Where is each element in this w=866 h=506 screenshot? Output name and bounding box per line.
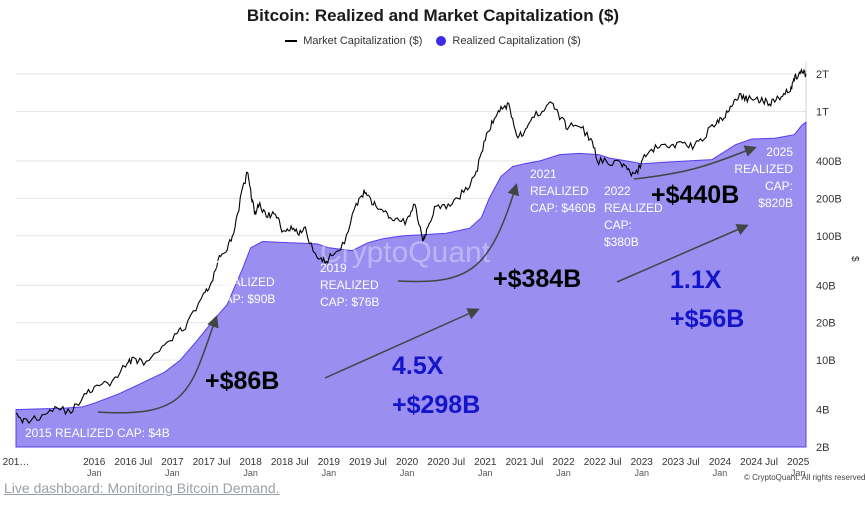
x-tick-label: 2022 Jul — [584, 457, 622, 468]
x-tick-label: 2017 Jul — [193, 457, 231, 468]
legend-item-realized-cap[interactable]: Realized Capitalization ($) — [436, 35, 581, 47]
legend-label-realized-cap: Realized Capitalization ($) — [452, 35, 581, 47]
y-tick-label: 2T — [816, 69, 829, 81]
annotation-label: CAP: $460B — [530, 201, 596, 215]
market-cap-line — [15, 67, 807, 425]
annotation-arrow — [97, 315, 219, 414]
chart-legend: Market Capitalization ($) Realized Capit… — [0, 35, 866, 47]
annotation-label: REALIZED — [604, 201, 663, 215]
x-tick-sublabel: Jan — [478, 468, 493, 478]
x-tick-label: 2021 Jul — [506, 457, 544, 468]
y-tick-label: 400B — [816, 156, 842, 168]
x-tick-sublabel: Jan — [713, 468, 728, 478]
annotation-label: CAP: $90B — [216, 292, 275, 306]
annotation-value: +$298B — [392, 391, 480, 419]
x-tick-sublabel: Jan — [400, 468, 415, 478]
x-tick-sublabel: Jan — [165, 468, 180, 478]
annotation-label: $380B — [604, 235, 639, 249]
x-tick-label: 2022 — [552, 457, 575, 468]
watermark-text: CryptoQuant — [320, 236, 491, 269]
y-tick-label: 10B — [816, 355, 836, 367]
annotation-value: +$440B — [651, 181, 739, 209]
annotation-label: $820B — [758, 196, 793, 210]
annotation-label: 2015 REALIZED CAP: $4B — [25, 426, 170, 440]
x-tick-label: 2017 — [161, 457, 184, 468]
annotation-value: +$86B — [205, 367, 279, 395]
realized-cap-area — [15, 121, 807, 448]
y-tick-label: 1T — [816, 106, 829, 118]
annotation-label: 2025 — [766, 145, 793, 159]
legend-item-market-cap[interactable]: Market Capitalization ($) — [285, 35, 422, 47]
y-tick-label: 20B — [816, 318, 836, 330]
x-tick-label: 2025 — [787, 457, 810, 468]
annotation-arrow — [633, 145, 757, 180]
annotation-label: REALIZED — [734, 162, 793, 176]
x-tick-label: 2020 — [396, 457, 419, 468]
annotation-arrow — [397, 183, 520, 283]
annotation-label: 2018 — [216, 258, 243, 272]
annotation-arrow — [616, 224, 749, 283]
annotation-label: 2019 — [320, 261, 347, 275]
copyright-notice: © CryptoQuant. All rights reserved — [744, 473, 866, 482]
annotation-arrow — [324, 308, 480, 379]
x-tick-label: 2023 — [631, 457, 654, 468]
annotation-value: +$384B — [493, 265, 581, 293]
x-tick-label: 2019 — [318, 457, 341, 468]
x-tick-sublabel: Jan — [634, 468, 649, 478]
annotation-label: 2022 — [604, 184, 631, 198]
x-tick-label: 2018 — [240, 457, 263, 468]
x-tick-sublabel: Jan — [791, 468, 806, 478]
annotation-label: 2021 — [530, 167, 557, 181]
y-tick-label: 200B — [816, 193, 842, 205]
annotation-label: CAP: $76B — [320, 295, 379, 309]
x-tick-label: 2016 — [83, 457, 106, 468]
x-tick-sublabel: Jan — [322, 468, 337, 478]
x-tick-label: 2024 Jul — [740, 457, 778, 468]
legend-label-market-cap: Market Capitalization ($) — [303, 35, 423, 47]
x-tick-label: 2016 Jul — [114, 457, 152, 468]
annotation-label: REALIZED — [216, 275, 275, 289]
x-tick-sublabel: Jan — [556, 468, 571, 478]
y-tick-label: 4B — [816, 405, 829, 417]
annotation-label: CAP: — [604, 218, 632, 232]
y-tick-label: 40B — [816, 280, 836, 292]
y-axis-label: $ — [849, 256, 860, 262]
legend-dot-icon — [436, 36, 447, 46]
annotation-label: REALIZED — [320, 278, 379, 292]
x-tick-label: 201… — [3, 457, 30, 468]
x-tick-label: 2024 — [709, 457, 732, 468]
x-tick-label: 2019 Jul — [349, 457, 387, 468]
live-dashboard-link[interactable]: Live dashboard: Monitoring Bitcoin Deman… — [4, 480, 280, 496]
x-tick-sublabel: Jan — [243, 468, 258, 478]
x-tick-label: 2021 — [474, 457, 497, 468]
annotation-label: CAP: — [765, 179, 793, 193]
annotation-label: REALIZED — [530, 184, 589, 198]
annotation-value: 4.5X — [392, 352, 444, 380]
legend-line-icon — [285, 40, 298, 42]
y-tick-label: 100B — [816, 231, 842, 243]
annotation-value: +$56B — [670, 305, 744, 333]
x-tick-label: 2018 Jul — [271, 457, 309, 468]
chart-title: Bitcoin: Realized and Market Capitalizat… — [246, 6, 620, 25]
annotation-value: 1.1X — [670, 266, 722, 294]
x-tick-label: 2020 Jul — [427, 457, 465, 468]
y-tick-label: 2B — [816, 442, 829, 454]
x-tick-sublabel: Jan — [87, 468, 102, 478]
x-tick-label: 2023 Jul — [662, 457, 700, 468]
